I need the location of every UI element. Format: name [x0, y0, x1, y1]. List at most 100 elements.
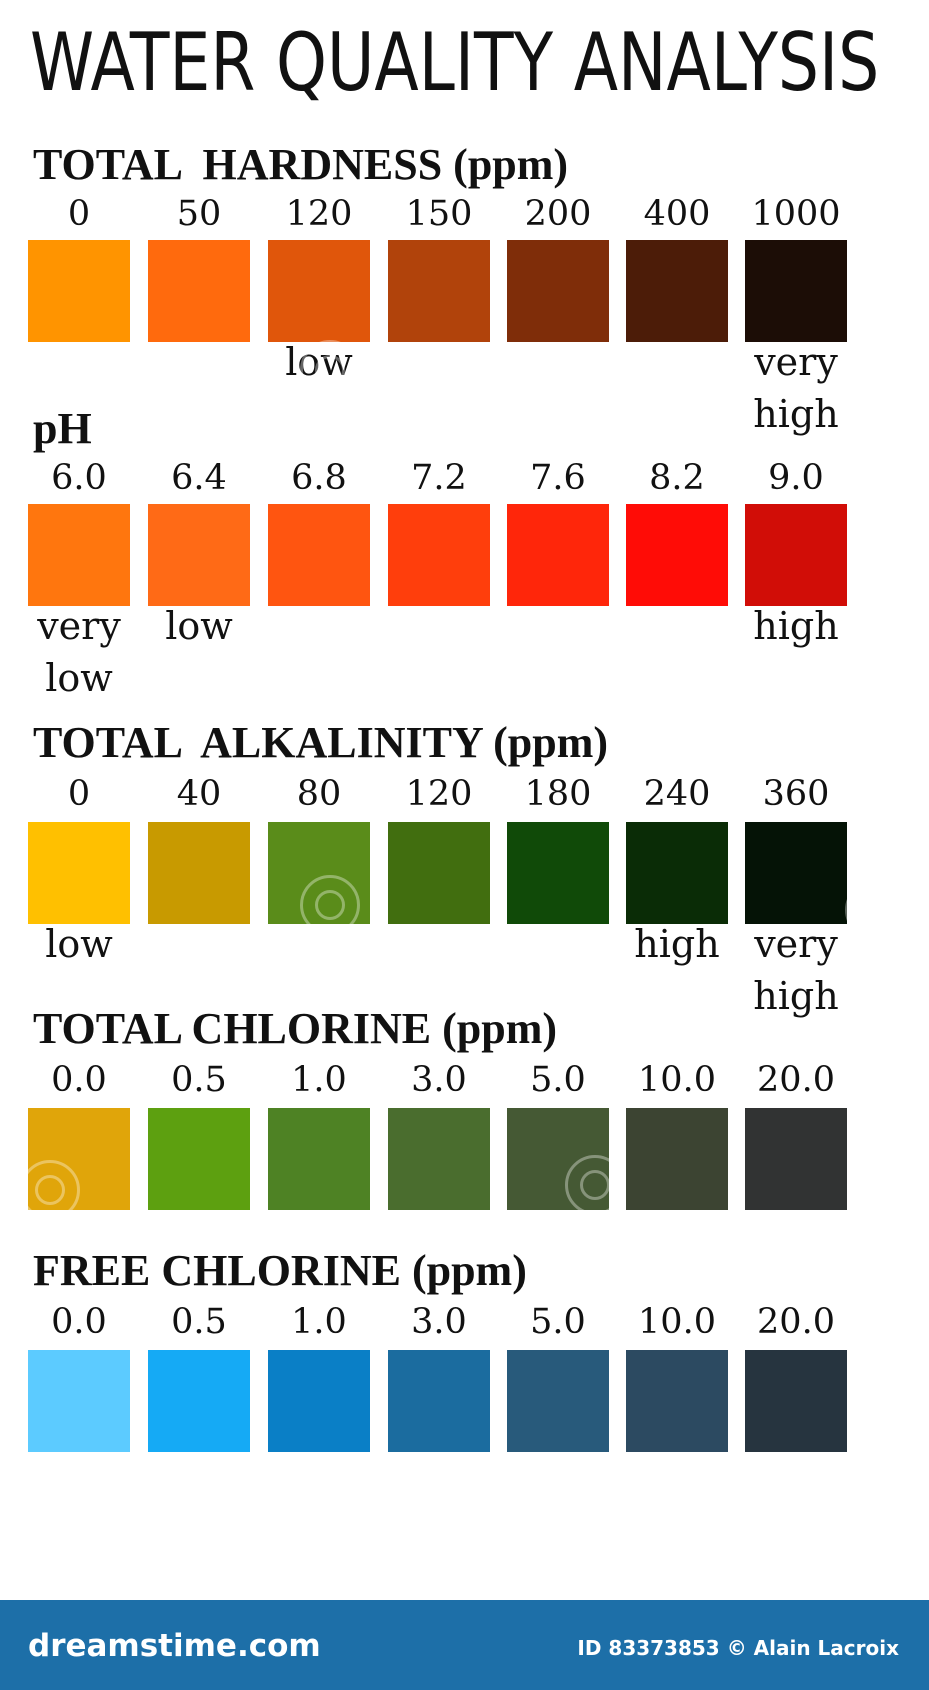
range-label: low [165, 604, 233, 648]
color-swatch [28, 1108, 130, 1210]
footer-bar: dreamstime.com ID 83373853 © Alain Lacro… [0, 1600, 929, 1690]
footer-credit: ID 83373853 © Alain Lacroix [577, 1636, 899, 1660]
scale-value: 120 [405, 774, 473, 814]
color-swatch [388, 240, 490, 342]
color-swatch [507, 1108, 609, 1210]
scale-value: 5.0 [530, 1060, 586, 1100]
color-swatch [626, 240, 728, 342]
color-swatch [268, 1350, 370, 1452]
scale-value: 1.0 [291, 1302, 347, 1342]
color-swatch [28, 504, 130, 606]
color-swatch [745, 504, 847, 606]
scale-value: 6.0 [51, 458, 107, 498]
color-swatch [268, 1108, 370, 1210]
label-row: very low low high [0, 600, 929, 710]
range-label: low [45, 922, 113, 966]
scale-value: 240 [643, 774, 711, 814]
range-label: high [634, 922, 720, 966]
label-row: low high very high [0, 918, 929, 1028]
scale-value: 7.2 [411, 458, 467, 498]
color-swatch [28, 1350, 130, 1452]
color-swatch [745, 240, 847, 342]
value-row: 0.0 0.5 1.0 3.0 5.0 10.0 20.0 [0, 1300, 929, 1344]
scale-value: 120 [285, 194, 353, 234]
scale-value: 150 [405, 194, 473, 234]
scale-value: 50 [176, 194, 222, 234]
scale-value: 0.5 [171, 1302, 227, 1342]
scale-value: 3.0 [411, 1060, 467, 1100]
scale-value: 180 [524, 774, 592, 814]
color-swatch [268, 822, 370, 924]
value-row: 6.0 6.4 6.8 7.2 7.6 8.2 9.0 [0, 456, 929, 500]
color-swatch [28, 822, 130, 924]
swatch-row [0, 240, 929, 342]
section-title: FREE CHLORINE (ppm) [33, 1246, 527, 1295]
scale-value: 6.4 [171, 458, 227, 498]
range-label: very high [753, 922, 839, 1018]
color-swatch [507, 504, 609, 606]
scale-value: 40 [176, 774, 222, 814]
range-label: low [285, 340, 353, 384]
section-title: TOTAL ALKALINITY (ppm) [33, 718, 609, 767]
color-swatch [148, 240, 250, 342]
scale-value: 8.2 [649, 458, 705, 498]
color-swatch [745, 1108, 847, 1210]
color-swatch [626, 1108, 728, 1210]
scale-value: 20.0 [757, 1060, 835, 1100]
color-swatch [388, 1350, 490, 1452]
scale-value: 10.0 [638, 1060, 716, 1100]
swatch-row [0, 1108, 929, 1210]
scale-value: 360 [762, 774, 830, 814]
color-swatch [148, 822, 250, 924]
color-swatch [388, 504, 490, 606]
scale-value: 5.0 [530, 1302, 586, 1342]
range-label: very low [37, 604, 121, 700]
color-swatch [268, 504, 370, 606]
value-row: 0 50 120 150 200 400 1000 [0, 192, 929, 236]
section-title: pH [33, 404, 92, 453]
scale-value: 7.6 [530, 458, 586, 498]
color-swatch [507, 1350, 609, 1452]
scale-value: 10.0 [638, 1302, 716, 1342]
swatch-row [0, 822, 929, 924]
color-swatch [268, 240, 370, 342]
color-swatch [626, 822, 728, 924]
scale-value: 0 [67, 774, 91, 814]
value-row: 0 40 80 120 180 240 360 [0, 772, 929, 816]
scale-value: 1000 [751, 194, 841, 234]
color-swatch [507, 822, 609, 924]
label-row: low very high [0, 336, 929, 446]
scale-value: 400 [643, 194, 711, 234]
color-swatch [507, 240, 609, 342]
color-swatch [388, 1108, 490, 1210]
chart-title: WATER QUALITY ANALYSIS [30, 16, 880, 109]
color-swatch [745, 1350, 847, 1452]
range-label: high [753, 604, 839, 648]
footer-brand: dreamstime.com [28, 1628, 321, 1664]
range-label: very high [753, 340, 839, 436]
swatch-row [0, 1350, 929, 1452]
color-swatch [626, 1350, 728, 1452]
value-row: 0.0 0.5 1.0 3.0 5.0 10.0 20.0 [0, 1058, 929, 1102]
color-swatch [148, 1350, 250, 1452]
scale-value: 0.0 [51, 1302, 107, 1342]
color-swatch [388, 822, 490, 924]
color-swatch [745, 822, 847, 924]
section-title: TOTAL HARDNESS (ppm) [33, 140, 569, 189]
color-swatch [148, 504, 250, 606]
scale-value: 0 [67, 194, 91, 234]
swatch-row [0, 504, 929, 606]
scale-value: 0.0 [51, 1060, 107, 1100]
scale-value: 1.0 [291, 1060, 347, 1100]
color-swatch [148, 1108, 250, 1210]
section-title: TOTAL CHLORINE (ppm) [33, 1004, 558, 1053]
scale-value: 20.0 [757, 1302, 835, 1342]
scale-value: 0.5 [171, 1060, 227, 1100]
scale-value: 3.0 [411, 1302, 467, 1342]
color-swatch [28, 240, 130, 342]
color-swatch [626, 504, 728, 606]
scale-value: 80 [296, 774, 342, 814]
scale-value: 200 [524, 194, 592, 234]
scale-value: 6.8 [291, 458, 347, 498]
scale-value: 9.0 [768, 458, 824, 498]
